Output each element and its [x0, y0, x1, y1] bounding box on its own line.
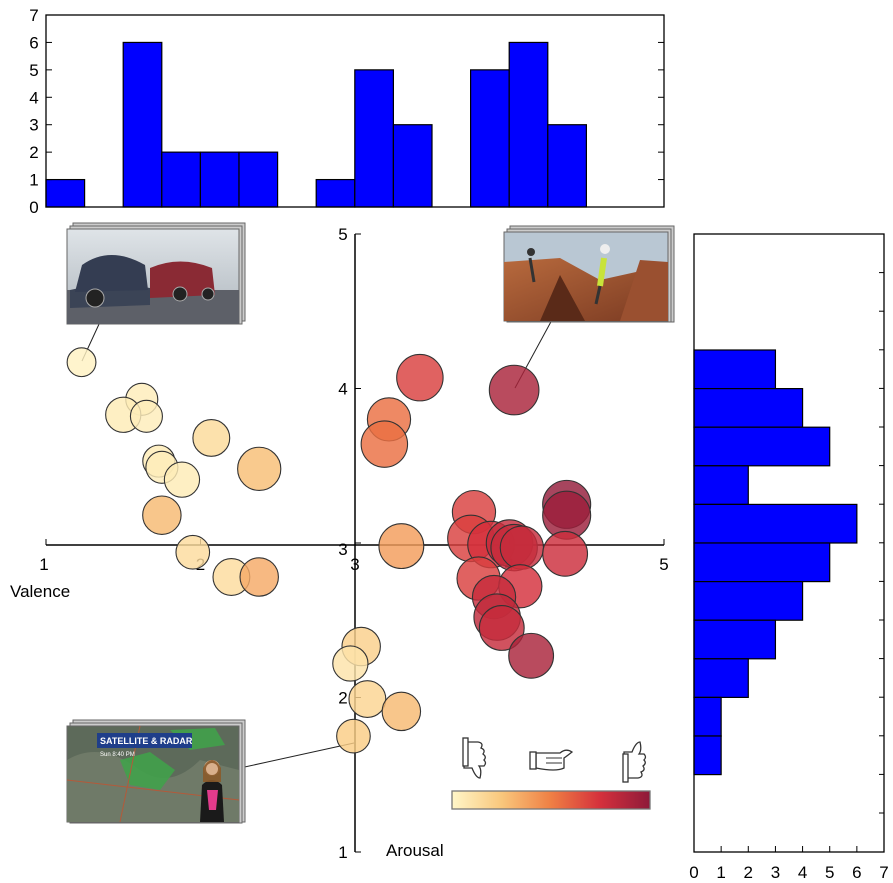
scatter-points: [66, 347, 592, 754]
scatter-point: [163, 461, 201, 498]
scatter-point: [239, 557, 279, 597]
scatter-point: [508, 632, 555, 679]
right-histogram-bar: [693, 696, 722, 737]
x-tick-label: 3: [350, 555, 359, 574]
scatter-point: [348, 680, 387, 718]
y-axis-title: Arousal: [386, 841, 444, 860]
scatter-point: [142, 495, 182, 535]
right-histogram-bar: [693, 658, 749, 698]
y-tick-label: 1: [338, 843, 347, 862]
right-histogram-bar: [693, 388, 804, 428]
top-histogram-bar: [238, 151, 279, 208]
scatter-point: [129, 399, 163, 433]
x-tick-label: 5: [659, 555, 668, 574]
scatter-point: [66, 347, 97, 378]
scatter-point: [478, 605, 525, 651]
top-histogram-tick-label: 4: [29, 88, 38, 107]
color-legend: [451, 737, 651, 810]
scatter-plot: 1234512345 Valence Arousal: [10, 225, 669, 862]
thumbs-up-icon: [622, 741, 647, 783]
right-histogram-tick-label: 2: [744, 863, 753, 882]
top-histogram-tick-label: 5: [29, 61, 38, 80]
y-tick-label: 4: [338, 380, 347, 399]
top-histogram-tick-label: 2: [29, 143, 38, 162]
color-scale-bar: [451, 790, 651, 810]
right-histogram-tick-label: 3: [771, 863, 780, 882]
callout-line-weather: [239, 742, 355, 769]
top-histogram-tick-label: 1: [29, 171, 38, 190]
x-tick-label: 1: [39, 555, 48, 574]
scatter-point: [488, 364, 540, 416]
top-histogram-bar: [508, 41, 549, 208]
top-histogram-bar: [45, 178, 86, 208]
top-histogram-bar: [122, 41, 163, 208]
right-histogram-tick-label: 0: [689, 863, 698, 882]
top-histogram-bar: [392, 124, 433, 208]
top-histogram-bar: [199, 151, 240, 208]
right-histogram-bar: [693, 580, 804, 621]
right-histogram-bar: [693, 426, 831, 467]
right-histogram-tick-label: 5: [825, 863, 834, 882]
top-histogram-frame: [45, 14, 665, 208]
top-histogram-bars: [45, 41, 587, 208]
thumbs-down-icon: [462, 737, 487, 779]
scatter-point: [381, 691, 422, 732]
scatter-point: [360, 420, 409, 468]
top-histogram-bar: [354, 69, 394, 208]
weather-banner-title: SATELLITE & RADAR: [100, 736, 193, 746]
right-histogram-bars: [693, 349, 858, 776]
right-histogram-tick-label: 4: [798, 863, 807, 882]
top-histogram-y-ticks: 0 1 2 3 4 5 6 7: [29, 6, 664, 217]
right-histogram-bar: [693, 735, 722, 776]
right-histogram-tick-label: 7: [879, 863, 888, 882]
right-histogram-bar: [693, 465, 749, 505]
thumbs-sideways-icon: [529, 749, 574, 771]
scatter-point: [499, 525, 545, 570]
top-histogram-tick-label: 6: [29, 33, 38, 52]
scatter-point: [175, 534, 211, 570]
weather-report-thumbnail: SATELLITE & RADAR Sun 8:40 PM: [66, 719, 246, 824]
weather-banner-time: Sun 8:40 PM: [100, 752, 135, 758]
scatter-point: [336, 718, 371, 754]
right-histogram-bar: [693, 619, 777, 660]
top-histogram-bar: [470, 69, 510, 208]
y-tick-label: 5: [338, 225, 347, 244]
scatter-point: [332, 645, 369, 682]
top-histogram-tick-label: 7: [29, 6, 38, 25]
car-crash-thumbnail: [66, 222, 246, 325]
top-histogram-bar: [161, 151, 202, 208]
top-histogram-tick-label: 3: [29, 116, 38, 135]
scatter-point: [396, 353, 444, 402]
scatter-point: [542, 530, 589, 577]
right-histogram-bar: [693, 542, 831, 583]
scatter-point: [192, 418, 231, 457]
top-histogram: 0 1 2 3 4 5 6 7: [29, 6, 665, 217]
top-histogram-bar: [315, 178, 356, 208]
scatter-point: [378, 523, 425, 570]
top-histogram-tick-label: 0: [29, 198, 38, 217]
y-tick-label: 3: [338, 540, 347, 559]
right-histogram-tick-label: 1: [716, 863, 725, 882]
y-tick-label: 2: [338, 689, 347, 708]
scatter-point: [237, 446, 282, 491]
top-histogram-bar: [547, 124, 587, 208]
climbing-thumbnail: [503, 225, 675, 323]
x-axis-title: Valence: [10, 582, 70, 601]
right-histogram-bar: [693, 503, 858, 544]
right-histogram-bar: [693, 349, 777, 390]
right-histogram-tick-label: 6: [852, 863, 861, 882]
